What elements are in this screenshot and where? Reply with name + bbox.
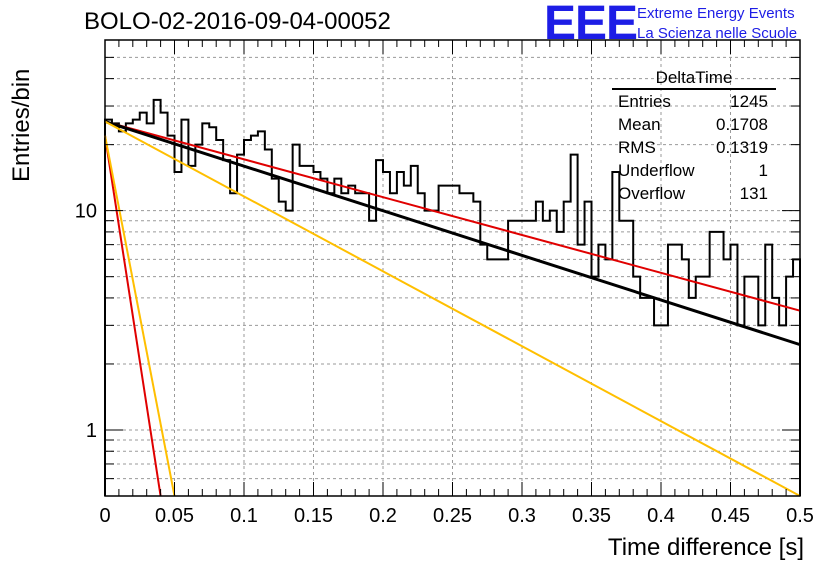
axes-layer: 0 0.05 0.1 0.15 0.2 0.25 0.3 0.35 0.4 0.45 0.5 1 10 xyxy=(75,39,814,527)
logo-caption: Extreme Energy Events La Scienza nelle S… xyxy=(637,4,797,44)
stats-row-overflow: Overflow 131 xyxy=(612,182,776,205)
stats-box: DeltaTime Entries 1245 Mean 0.1708 RMS 0… xyxy=(612,68,776,205)
stats-label: RMS xyxy=(618,138,656,157)
y-tick-label: 1 xyxy=(86,420,97,442)
histogram-bars xyxy=(104,98,801,496)
x-tick-label: 0.3 xyxy=(508,505,536,527)
stats-value: 1 xyxy=(758,161,768,180)
chart-title: BOLO-02-2016-09-04-00052 xyxy=(84,8,391,35)
stats-row-underflow: Underflow 1 xyxy=(612,159,776,182)
x-tick-label: 0.25 xyxy=(433,505,472,527)
fit-curve-0 xyxy=(104,120,801,312)
y-tick-label: 10 xyxy=(75,201,97,223)
x-tick-label: 0.15 xyxy=(294,505,333,527)
logo-caption-line1: Extreme Energy Events xyxy=(637,5,795,22)
x-axis-label: Time difference [s] xyxy=(607,534,804,561)
x-tick-label: 0.4 xyxy=(647,505,675,527)
stats-row-rms: RMS 0.1319 xyxy=(612,136,776,159)
stats-value: 131 xyxy=(739,184,768,203)
stats-label: Mean xyxy=(618,115,661,134)
eee-logo: EEE xyxy=(544,0,638,50)
histogram-outline xyxy=(104,98,801,496)
x-tick-label: 0.05 xyxy=(155,505,194,527)
stats-value: 1245 xyxy=(730,92,768,111)
x-tick-label: 0 xyxy=(99,505,110,527)
fit-curves xyxy=(104,120,801,497)
stats-value: 0.1708 xyxy=(716,115,768,134)
stats-value: 0.1319 xyxy=(716,138,768,157)
stats-label: Overflow xyxy=(618,184,686,203)
stats-row-entries: Entries 1245 xyxy=(612,90,776,113)
stats-row-mean: Mean 0.1708 xyxy=(612,113,776,136)
x-tick-label: 0.45 xyxy=(711,505,750,527)
fit-curve-2 xyxy=(104,120,801,497)
stats-title: DeltaTime xyxy=(612,68,776,90)
x-tick-label: 0.2 xyxy=(369,505,397,527)
fit-curve-1 xyxy=(104,120,801,347)
fit-curve-4 xyxy=(104,135,176,497)
stats-label: Entries xyxy=(618,92,671,111)
fit-curve-3 xyxy=(104,135,162,497)
x-tick-label: 0.35 xyxy=(572,505,611,527)
y-axis-label: Entries/bin xyxy=(8,68,35,182)
x-tick-label: 0.1 xyxy=(230,505,258,527)
stats-label: Underflow xyxy=(618,161,695,180)
x-tick-label: 0.5 xyxy=(786,505,814,527)
logo-caption-line2: La Scienza nelle Scuole xyxy=(637,25,798,42)
